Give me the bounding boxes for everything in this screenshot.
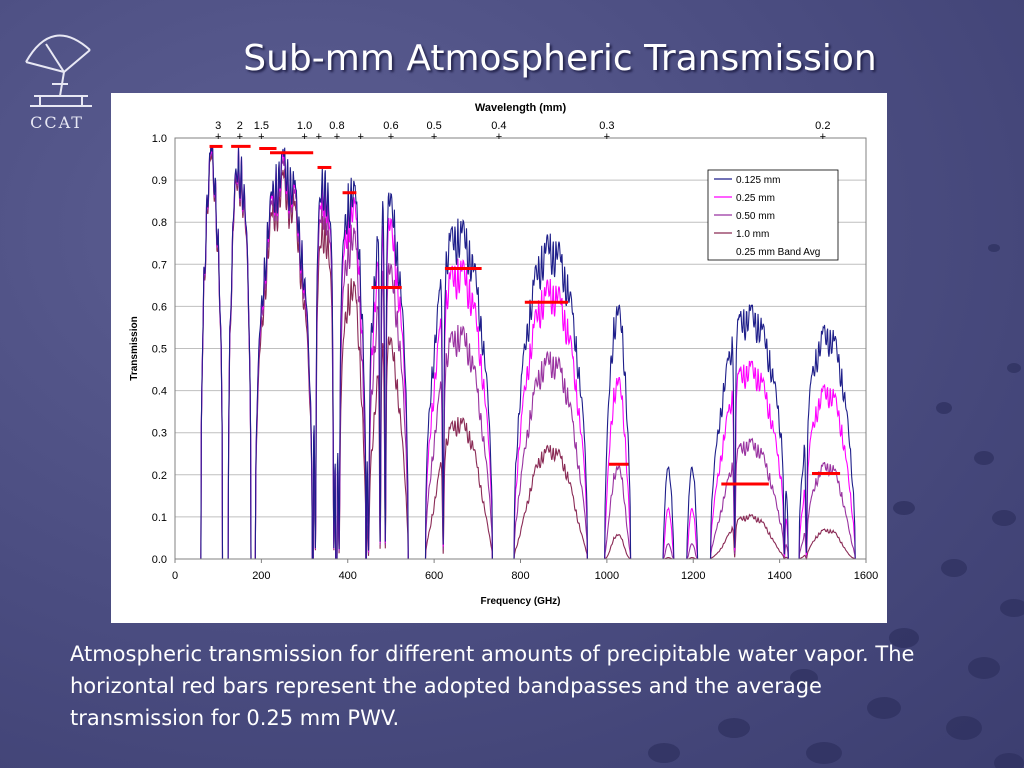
legend: 0.125 mm 0.25 mm 0.50 mm 1.0 mm 0.25 mm Band… — [707, 169, 839, 261]
top-tick-label: 0.2 — [815, 120, 830, 132]
y-tick-label: 0.0 — [152, 554, 167, 566]
x-tick-label: 1200 — [681, 570, 705, 582]
top-tick-mark: + — [334, 131, 340, 143]
y-tick-label: 0.5 — [152, 344, 167, 356]
slide-caption: Atmospheric transmission for different a… — [70, 642, 915, 730]
y-tick-label: 0.9 — [152, 175, 167, 187]
x-tick-label: 800 — [511, 570, 529, 582]
top-tick-mark: + — [237, 131, 243, 143]
top-tick-label: 1.0 — [297, 120, 312, 132]
y-tick-label: 0.3 — [152, 428, 167, 440]
x-tick-label: 600 — [425, 570, 443, 582]
x-tick-label: 1600 — [854, 570, 878, 582]
y-tick-label: 1.0 — [152, 133, 167, 145]
y-axis-title: Transmission — [129, 316, 140, 380]
top-tick-label: 0.3 — [599, 120, 614, 132]
transmission-chart: Wavelength (mm) Frequency (GHz) Transmis… — [111, 93, 887, 623]
top-tick-label: 3 — [215, 120, 221, 132]
telescope-icon: CCAT — [25, 34, 92, 132]
y-tick-label: 0.4 — [152, 386, 167, 398]
top-tick-mark: + — [316, 131, 322, 143]
top-tick-label: 0.5 — [426, 120, 441, 132]
top-tick-label: 0.8 — [329, 120, 344, 132]
top-tick-mark: + — [820, 131, 826, 143]
x-tick-label: 400 — [339, 570, 357, 582]
top-tick-label: 1.5 — [254, 120, 269, 132]
top-tick-mark: + — [388, 131, 394, 143]
y-tick-label: 0.2 — [152, 470, 167, 482]
chart-svg: Wavelength (mm) Frequency (GHz) Transmis… — [129, 102, 878, 607]
legend-label: 1.0 mm — [736, 229, 769, 240]
legend-label: 0.25 mm — [736, 193, 775, 204]
top-tick-label: 2 — [237, 120, 243, 132]
top-tick-mark: + — [604, 131, 610, 143]
top-tick-mark: + — [357, 131, 363, 143]
slide-title: Sub-mm Atmospheric Transmission — [243, 38, 877, 79]
series-line-0.125 — [196, 145, 866, 560]
legend-label: 0.50 mm — [736, 211, 775, 222]
top-axis-title: Wavelength (mm) — [475, 102, 567, 114]
legend-label: 0.125 mm — [736, 175, 780, 186]
x-tick-label: 0 — [172, 570, 178, 582]
y-tick-label: 0.8 — [152, 217, 167, 229]
x-tick-label: 1000 — [595, 570, 619, 582]
top-tick-mark: + — [301, 131, 307, 143]
ccat-logo: CCAT — [12, 14, 102, 134]
x-tick-label: 200 — [252, 570, 270, 582]
top-tick-mark: + — [431, 131, 437, 143]
top-tick-mark: + — [215, 131, 221, 143]
y-tick-label: 0.7 — [152, 259, 167, 271]
top-tick-mark: + — [496, 131, 502, 143]
x-tick-label: 1400 — [767, 570, 791, 582]
y-tick-label: 0.6 — [152, 301, 167, 313]
legend-label: 0.25 mm Band Avg — [736, 247, 820, 258]
top-tick-mark: + — [258, 131, 264, 143]
logo-text: CCAT — [30, 113, 84, 132]
top-tick-label: 0.6 — [383, 120, 398, 132]
top-tick-label: 0.4 — [491, 120, 506, 132]
x-axis-title: Frequency (GHz) — [480, 596, 560, 607]
y-tick-label: 0.1 — [152, 512, 167, 524]
